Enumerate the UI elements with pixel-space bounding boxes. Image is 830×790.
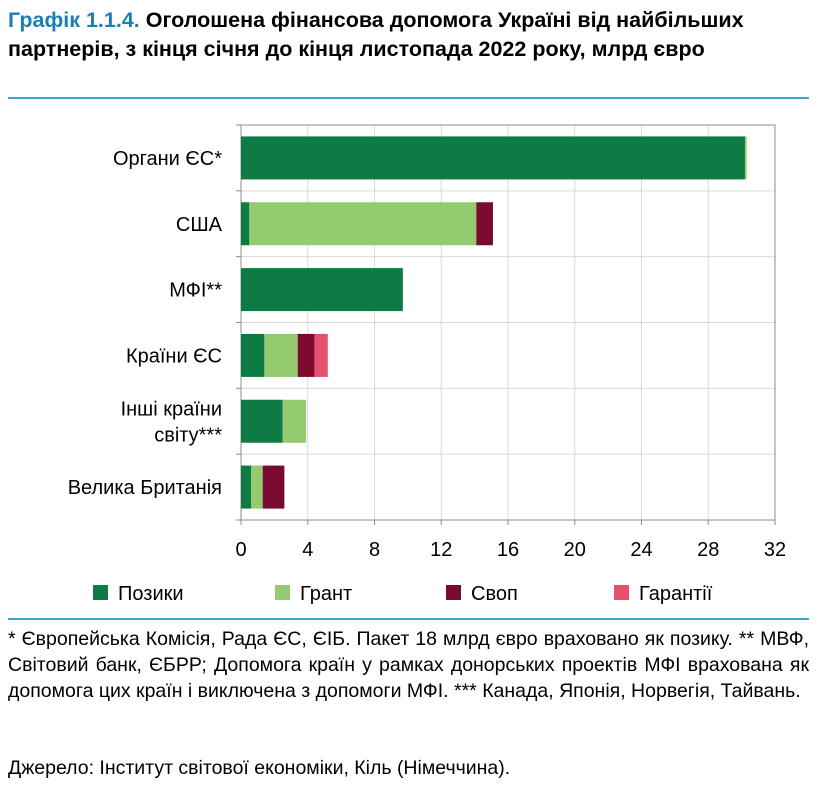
title-divider bbox=[8, 97, 809, 99]
category-label: Велика Британія bbox=[68, 477, 222, 499]
category-label: США bbox=[176, 214, 223, 236]
legend-swatch bbox=[614, 585, 629, 600]
footnote-text: * Європейська Комісія, Рада ЄС, ЄІБ. Пак… bbox=[8, 628, 809, 702]
x-tick-label: 16 bbox=[497, 539, 519, 561]
bar-segment bbox=[264, 333, 298, 377]
bar-segment bbox=[282, 399, 307, 443]
bar-segment bbox=[251, 465, 263, 509]
bar-segment bbox=[262, 465, 285, 509]
x-tick-label: 12 bbox=[430, 539, 452, 561]
x-tick-label: 0 bbox=[235, 539, 246, 561]
category-label: світу*** bbox=[154, 424, 222, 446]
bar-segment bbox=[241, 268, 403, 312]
legend-label: Позики bbox=[118, 583, 184, 605]
notes-divider bbox=[8, 618, 809, 620]
source-note: Джерело: Інститут світової економіки, Кі… bbox=[8, 757, 511, 779]
bar-chart: Органи ЄС* США МФІ** Країни ЄС Інші країни св… bbox=[68, 124, 786, 605]
bar-segment bbox=[241, 136, 745, 180]
bar-segment bbox=[241, 465, 252, 509]
x-tick-label: 4 bbox=[302, 539, 313, 561]
legend-label: Гарантії bbox=[639, 583, 713, 605]
x-tick-label: 28 bbox=[697, 539, 719, 561]
chart-title: Графік 1.1.4. Оголошена фінансова допомо… bbox=[8, 6, 818, 64]
bar-segment bbox=[744, 136, 747, 180]
bar-segment bbox=[241, 399, 283, 443]
bar-segment bbox=[314, 333, 328, 377]
legend-swatch bbox=[93, 585, 108, 600]
category-label: Органи ЄС* bbox=[113, 148, 222, 170]
category-label: Країни ЄС bbox=[126, 345, 222, 367]
category-label: МФІ** bbox=[169, 280, 222, 302]
chart-title-text: Оголошена фінансова допомога Україні від… bbox=[8, 8, 744, 61]
x-tick-label: 32 bbox=[764, 539, 786, 561]
bar-segment bbox=[297, 333, 315, 377]
x-tick-label: 8 bbox=[369, 539, 380, 561]
bar-segment bbox=[241, 333, 265, 377]
bar-segment bbox=[249, 202, 477, 246]
legend-label: Своп bbox=[471, 583, 518, 605]
x-tick-label: 24 bbox=[630, 539, 652, 561]
legend-label: Грант bbox=[300, 583, 352, 605]
category-label: Інші країни bbox=[121, 398, 222, 420]
footnotes: * Європейська Комісія, Рада ЄС, ЄІБ. Пак… bbox=[8, 626, 809, 704]
x-tick-label: 20 bbox=[564, 539, 586, 561]
chart-number: Графік 1.1.4. bbox=[8, 8, 140, 32]
bar-segment bbox=[241, 202, 250, 246]
legend-swatch bbox=[275, 585, 290, 600]
legend-swatch bbox=[446, 585, 461, 600]
bar-segment bbox=[476, 202, 493, 246]
